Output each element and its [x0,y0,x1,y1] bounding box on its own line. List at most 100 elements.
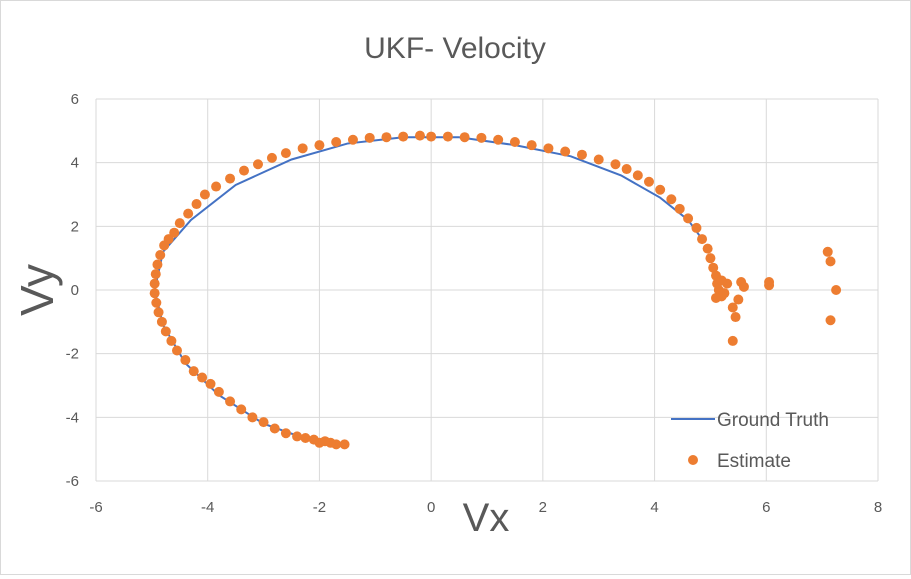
x-tick-label: -2 [313,499,326,516]
estimate-point [610,159,621,170]
estimate-point [300,433,311,444]
estimate-point [156,316,167,327]
estimate-point [831,285,842,295]
estimate-point [705,253,716,264]
legend-label-ground-truth: Ground Truth [717,410,829,431]
estimate-point [822,246,833,257]
x-tick-label: 4 [650,499,658,516]
estimate-point [247,412,258,423]
estimate-point [183,208,194,219]
estimate-point [708,262,719,273]
chart-title: UKF- Velocity [364,32,546,65]
estimate-point [166,335,177,346]
y-tick-label: 4 [71,155,79,172]
estimate-point [197,372,208,383]
estimate-point [493,134,504,145]
estimate-point [825,256,836,267]
x-tick-label: 2 [539,499,547,516]
estimate-point [674,203,685,214]
legend: Ground Truth Estimate [671,410,829,472]
estimate-point [691,222,702,233]
estimate-point [730,312,741,323]
estimate-point [543,143,554,154]
y-tick-label: 6 [71,91,79,108]
estimate-point [727,302,738,313]
estimate-point [398,131,409,142]
ground-truth-series [153,136,703,446]
estimate-point [364,132,375,143]
estimate-point [426,131,437,142]
estimate-point [314,140,325,151]
estimate-point [211,181,222,192]
estimate-point [347,134,358,145]
x-axis-title: Vx [463,496,510,540]
y-axis-title: Vy [11,264,63,316]
ground-truth-line [153,136,703,446]
estimate-point [205,378,216,389]
estimate-point [719,288,730,299]
estimate-point [381,132,392,143]
legend-label-estimate: Estimate [717,451,791,472]
estimate-point [711,292,722,303]
estimate-point [727,335,738,346]
estimate-point [526,140,537,151]
x-tick-label: 0 [427,499,435,516]
estimate-point [180,355,191,366]
y-tick-label: -4 [66,409,79,426]
y-tick-label: 2 [71,218,79,235]
gridlines [95,98,879,482]
estimate-point [593,154,604,165]
estimate-point [643,176,654,187]
x-tick-label: -6 [89,499,102,516]
estimate-point [155,249,166,260]
estimate-point [560,146,571,157]
legend-dot-swatch [688,455,698,465]
estimate-point [655,184,666,195]
estimate-point [171,345,182,356]
estimate-point [151,297,162,308]
estimate-point [632,170,643,181]
y-tick-label: 0 [71,282,79,299]
y-tick-label: -6 [66,473,79,490]
x-tick-label: 8 [874,499,882,516]
estimate-point [331,136,342,147]
estimate-point [236,404,247,415]
estimate-point [149,288,160,299]
estimate-point [258,417,269,428]
estimate-point [476,132,487,143]
estimate-point [339,439,350,450]
tick-labels: -6 -4 -2 0 2 4 6 8 6 4 2 0 -2 -4 -6 [66,91,883,516]
estimate-point [683,213,694,224]
x-tick-label: 6 [762,499,770,516]
estimate-point [414,130,425,141]
estimate-point [297,143,308,154]
estimate-point [280,148,291,159]
estimate-series [149,130,842,450]
estimate-point [174,218,185,229]
y-tick-label: -2 [66,346,79,363]
estimate-point [459,132,470,143]
estimate-point [738,281,749,292]
estimate-point [764,280,775,291]
estimate-point [666,194,677,205]
estimate-point [621,164,632,175]
estimate-point [697,234,708,245]
estimate-point [169,227,180,238]
estimate-point [442,131,453,142]
estimate-point [225,173,236,184]
estimate-point [149,278,160,289]
estimate-point [702,243,713,254]
estimate-point [160,326,171,337]
estimate-point [213,386,224,397]
estimate-point [825,315,836,326]
estimate-point [266,152,277,163]
estimate-point [269,423,280,434]
estimate-point [188,366,199,377]
estimate-point [733,294,744,305]
estimate-point [280,428,291,439]
estimate-point [509,136,520,147]
estimate-point [252,159,263,170]
estimate-point [576,149,587,160]
estimate-point [239,165,250,176]
